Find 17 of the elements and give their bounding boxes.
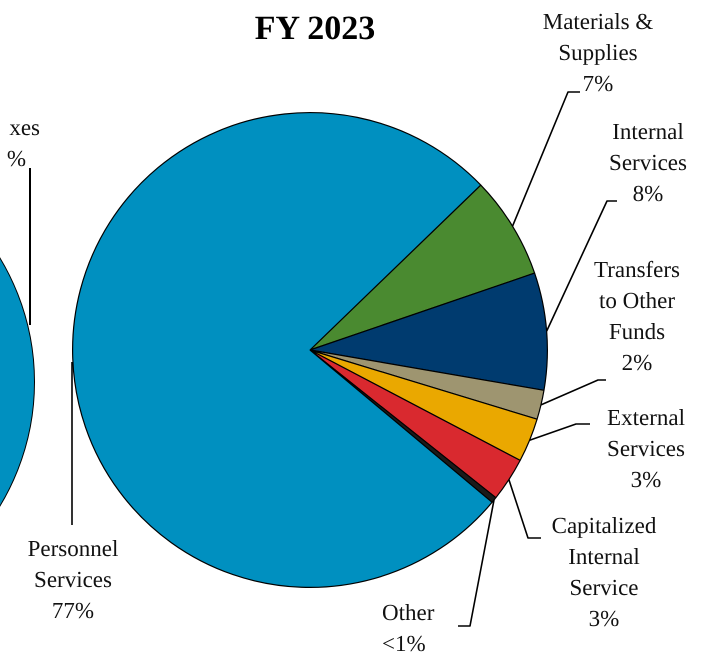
slice-label: Capitalized Internal Service	[550, 512, 658, 602]
slice-label: Materials & Supplies	[542, 8, 654, 67]
text: xes	[8, 114, 40, 142]
data-label: <1%	[382, 630, 427, 655]
slice-label: Internal Services	[608, 118, 688, 177]
slice-label: Transfers to Other Funds	[592, 256, 682, 346]
data-label: 77%	[50, 597, 96, 625]
data-label: 7%	[582, 70, 614, 98]
data-label: 8%	[632, 180, 664, 208]
data-label: 3%	[630, 466, 662, 494]
text: %	[6, 145, 26, 173]
data-label: 3%	[588, 605, 620, 633]
slice-label: Personnel Services	[26, 535, 120, 594]
slice-label: External Services	[606, 404, 686, 463]
data-label: 2%	[620, 349, 654, 377]
slice-label: Other	[382, 599, 436, 627]
chart-title: FY 2023	[254, 10, 376, 48]
